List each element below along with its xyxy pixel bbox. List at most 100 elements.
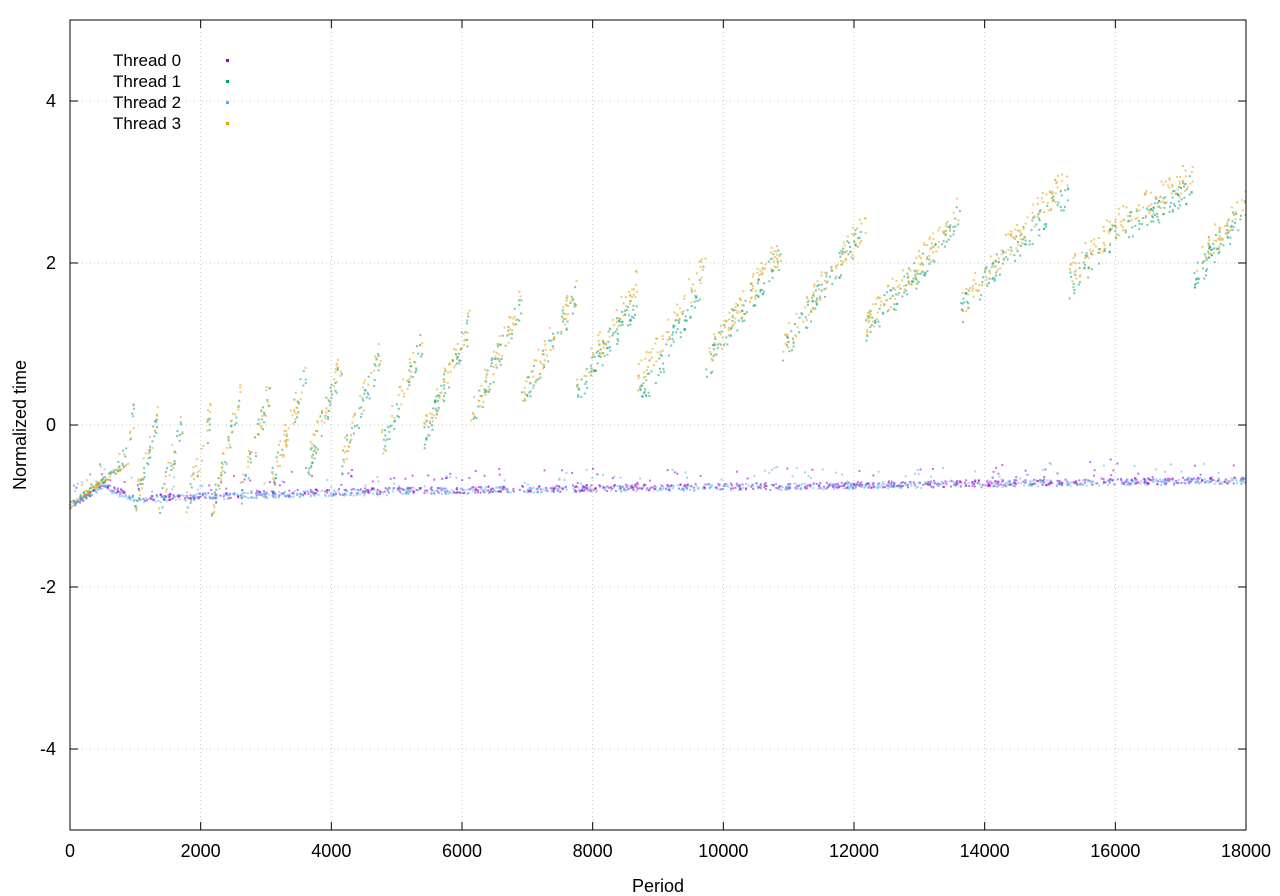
data-point bbox=[526, 491, 529, 494]
data-point bbox=[388, 438, 391, 441]
data-point bbox=[362, 490, 365, 493]
y-tick-label: 0 bbox=[46, 415, 56, 435]
data-point bbox=[1185, 188, 1188, 191]
data-point bbox=[629, 294, 632, 297]
data-point bbox=[335, 391, 338, 394]
data-point bbox=[498, 360, 501, 363]
data-point bbox=[996, 268, 999, 271]
data-point bbox=[843, 483, 846, 486]
data-point bbox=[423, 426, 426, 429]
data-point bbox=[292, 492, 295, 495]
data-point bbox=[281, 454, 284, 457]
data-point bbox=[825, 281, 828, 284]
data-point bbox=[1134, 477, 1137, 480]
data-point bbox=[172, 476, 175, 479]
data-point bbox=[1064, 478, 1067, 481]
data-point bbox=[815, 483, 818, 486]
data-point bbox=[1031, 219, 1034, 222]
data-point bbox=[1241, 199, 1244, 202]
data-point bbox=[268, 481, 271, 484]
data-point bbox=[730, 482, 733, 485]
data-point bbox=[130, 476, 133, 479]
data-point bbox=[1230, 479, 1233, 482]
data-point bbox=[166, 499, 169, 502]
data-point bbox=[350, 488, 353, 491]
data-point bbox=[401, 389, 404, 392]
data-point bbox=[243, 492, 246, 495]
data-point bbox=[1201, 479, 1204, 482]
data-point bbox=[362, 409, 365, 412]
data-point bbox=[190, 475, 193, 478]
data-point bbox=[770, 258, 773, 261]
data-point bbox=[1155, 197, 1158, 200]
data-point bbox=[1114, 218, 1117, 221]
data-point bbox=[330, 393, 333, 396]
data-point bbox=[573, 305, 576, 308]
data-point bbox=[788, 482, 791, 485]
data-point bbox=[351, 421, 354, 424]
data-point bbox=[206, 429, 209, 432]
data-point bbox=[263, 421, 266, 424]
data-point bbox=[224, 461, 227, 464]
data-point bbox=[633, 313, 636, 316]
data-point bbox=[209, 404, 212, 407]
data-point bbox=[1160, 484, 1163, 487]
data-point bbox=[159, 501, 162, 504]
data-point bbox=[1162, 197, 1165, 200]
data-point bbox=[411, 376, 414, 379]
data-point bbox=[671, 469, 674, 472]
data-point bbox=[809, 485, 812, 488]
data-point bbox=[1110, 474, 1113, 477]
data-point bbox=[887, 487, 890, 490]
data-point bbox=[889, 485, 892, 488]
data-point bbox=[259, 424, 262, 427]
data-point bbox=[578, 387, 581, 390]
data-point bbox=[373, 385, 376, 388]
data-point bbox=[375, 358, 378, 361]
data-point bbox=[1210, 479, 1213, 482]
data-point bbox=[1217, 252, 1220, 255]
data-point bbox=[509, 491, 512, 494]
data-point bbox=[860, 481, 863, 484]
data-point bbox=[470, 486, 473, 489]
data-point bbox=[992, 485, 995, 488]
data-point bbox=[794, 334, 797, 337]
data-point bbox=[99, 481, 102, 484]
data-point bbox=[1125, 483, 1128, 486]
data-point bbox=[792, 342, 795, 345]
data-point bbox=[686, 309, 689, 312]
data-point bbox=[329, 493, 332, 496]
data-point bbox=[901, 295, 904, 298]
data-point bbox=[1038, 219, 1041, 222]
data-point bbox=[812, 294, 815, 297]
data-point bbox=[719, 343, 722, 346]
data-point bbox=[647, 351, 650, 354]
data-point bbox=[955, 485, 958, 488]
data-point bbox=[205, 493, 208, 496]
data-point bbox=[471, 489, 474, 492]
data-point bbox=[526, 394, 529, 397]
data-point bbox=[313, 447, 316, 450]
data-point bbox=[992, 261, 995, 264]
data-point bbox=[703, 487, 706, 490]
data-point bbox=[373, 378, 376, 381]
data-point bbox=[667, 331, 670, 334]
data-point bbox=[799, 483, 802, 486]
data-point bbox=[529, 489, 532, 492]
data-point bbox=[926, 257, 929, 260]
data-point bbox=[137, 478, 140, 481]
data-point bbox=[1090, 268, 1093, 271]
data-point bbox=[307, 471, 310, 474]
data-point bbox=[952, 211, 955, 214]
data-point bbox=[601, 474, 604, 477]
data-point bbox=[901, 485, 904, 488]
data-point bbox=[825, 287, 828, 290]
data-point bbox=[109, 485, 112, 488]
data-point bbox=[1219, 242, 1222, 245]
data-point bbox=[883, 304, 886, 307]
data-point bbox=[634, 490, 637, 493]
data-point bbox=[168, 498, 171, 501]
data-point bbox=[870, 324, 873, 327]
data-point bbox=[1098, 248, 1101, 251]
